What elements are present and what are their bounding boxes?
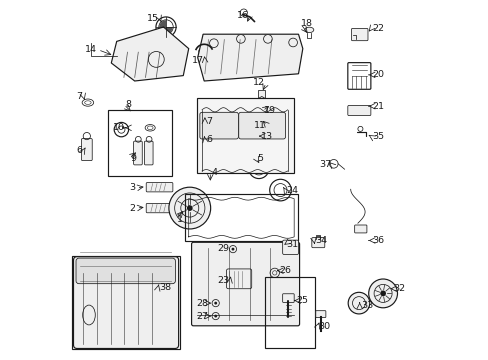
FancyBboxPatch shape — [282, 294, 294, 302]
Bar — [258, 90, 265, 110]
Text: 1: 1 — [177, 215, 183, 224]
FancyBboxPatch shape — [200, 112, 238, 139]
Text: 25: 25 — [295, 296, 307, 305]
Polygon shape — [111, 27, 188, 81]
Text: 35: 35 — [372, 132, 384, 141]
Bar — [265, 277, 314, 348]
FancyBboxPatch shape — [76, 258, 175, 284]
Bar — [72, 256, 179, 349]
Text: 31: 31 — [285, 240, 298, 248]
Circle shape — [236, 35, 244, 43]
Text: 6: 6 — [205, 135, 211, 144]
Circle shape — [229, 246, 236, 253]
Circle shape — [214, 302, 217, 305]
Text: 22: 22 — [372, 23, 384, 32]
Bar — [197, 98, 294, 173]
FancyBboxPatch shape — [144, 141, 153, 165]
FancyBboxPatch shape — [133, 141, 142, 165]
FancyBboxPatch shape — [226, 269, 251, 289]
Text: 34: 34 — [314, 236, 326, 245]
Circle shape — [368, 279, 397, 308]
Text: 26: 26 — [279, 266, 290, 275]
Ellipse shape — [304, 27, 313, 32]
Bar — [185, 194, 297, 241]
FancyBboxPatch shape — [315, 311, 325, 318]
Text: 23: 23 — [217, 276, 228, 284]
Text: 2: 2 — [129, 203, 135, 212]
FancyBboxPatch shape — [200, 128, 211, 150]
Circle shape — [148, 51, 164, 67]
Text: 20: 20 — [372, 71, 384, 79]
Circle shape — [288, 38, 297, 47]
Circle shape — [122, 127, 124, 129]
Polygon shape — [197, 34, 302, 81]
Text: 30: 30 — [318, 323, 330, 331]
Text: 9: 9 — [130, 154, 136, 163]
Bar — [259, 109, 264, 121]
FancyBboxPatch shape — [351, 28, 367, 41]
FancyBboxPatch shape — [146, 203, 172, 213]
Circle shape — [347, 292, 369, 314]
Circle shape — [209, 39, 218, 48]
Circle shape — [231, 248, 234, 251]
Text: 4: 4 — [211, 167, 217, 176]
FancyBboxPatch shape — [191, 242, 299, 326]
Text: 29: 29 — [217, 244, 228, 253]
Bar — [107, 110, 172, 176]
Wedge shape — [166, 27, 172, 34]
FancyBboxPatch shape — [354, 225, 366, 233]
Text: 38: 38 — [159, 283, 171, 292]
Text: 15: 15 — [146, 14, 159, 23]
FancyBboxPatch shape — [81, 139, 92, 161]
Text: 7: 7 — [76, 92, 82, 101]
Text: 8: 8 — [125, 100, 131, 109]
Text: 14: 14 — [85, 45, 97, 54]
FancyBboxPatch shape — [73, 257, 178, 348]
Text: 16: 16 — [236, 10, 248, 19]
Text: 33: 33 — [360, 301, 372, 310]
Text: 19: 19 — [263, 107, 275, 115]
FancyBboxPatch shape — [263, 99, 276, 108]
Text: 17: 17 — [191, 56, 203, 65]
Text: 28: 28 — [196, 298, 208, 307]
Circle shape — [186, 205, 192, 211]
Text: 24: 24 — [285, 186, 298, 194]
Text: 3: 3 — [129, 184, 135, 192]
FancyBboxPatch shape — [347, 105, 370, 116]
Circle shape — [214, 315, 217, 318]
Text: 7: 7 — [205, 117, 211, 126]
FancyBboxPatch shape — [311, 238, 324, 248]
Text: 6: 6 — [76, 146, 82, 155]
Polygon shape — [258, 96, 265, 105]
Circle shape — [168, 187, 210, 229]
Circle shape — [380, 291, 385, 296]
Text: 37: 37 — [318, 161, 330, 169]
FancyBboxPatch shape — [238, 112, 285, 139]
FancyBboxPatch shape — [146, 183, 172, 192]
Circle shape — [212, 312, 219, 320]
Circle shape — [212, 300, 219, 307]
Text: 27: 27 — [196, 311, 208, 320]
Text: 12: 12 — [252, 78, 264, 87]
Text: 10: 10 — [112, 123, 124, 132]
Circle shape — [263, 35, 272, 43]
Wedge shape — [159, 20, 166, 27]
Text: 21: 21 — [372, 102, 384, 111]
Text: 13: 13 — [261, 132, 273, 140]
Text: 5: 5 — [257, 154, 263, 163]
FancyBboxPatch shape — [282, 240, 298, 255]
Ellipse shape — [82, 305, 95, 325]
Text: 36: 36 — [372, 236, 384, 245]
Text: 11: 11 — [254, 121, 265, 130]
Text: 32: 32 — [392, 284, 405, 293]
Text: 18: 18 — [301, 19, 313, 28]
